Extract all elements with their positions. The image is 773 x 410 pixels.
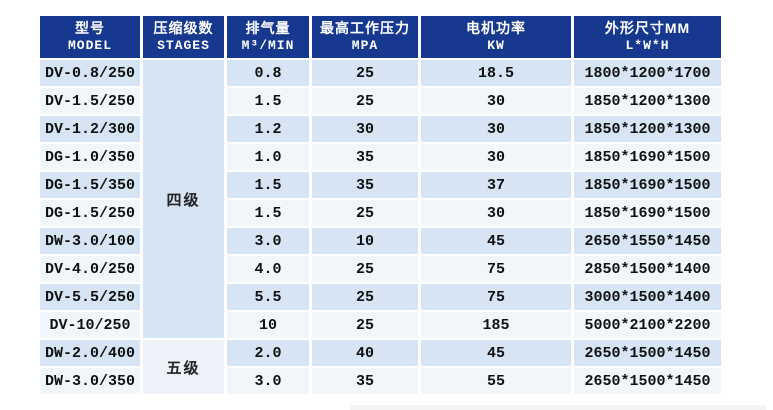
model-cell: DW-3.0/350 <box>40 368 140 394</box>
dimensions-cell: 2650*1500*1450 <box>574 340 721 366</box>
col-header-dimensions-en: L*W*H <box>625 37 670 53</box>
col-header-displacement-en: M³/MIN <box>241 37 295 53</box>
model-cell: DV-1.2/300 <box>40 116 140 142</box>
pressure-cell: 35 <box>312 144 418 170</box>
displacement-cell: 1.5 <box>227 200 309 226</box>
col-header-pressure: 最高工作压力 MPA <box>312 16 418 58</box>
model-cell: DV-1.5/250 <box>40 88 140 114</box>
table-row: DW-3.0/350 3.0 35 55 2650*1500*1450 <box>40 368 721 394</box>
dimensions-cell: 1850*1690*1500 <box>574 200 721 226</box>
col-header-stages: 压缩级数 STAGES <box>143 16 224 58</box>
dimensions-cell: 1850*1200*1300 <box>574 88 721 114</box>
pressure-cell: 30 <box>312 116 418 142</box>
model-cell: DV-0.8/250 <box>40 60 140 86</box>
table-row: DV-1.2/300 1.2 30 30 1850*1200*1300 <box>40 116 721 142</box>
dimensions-cell: 1850*1690*1500 <box>574 172 721 198</box>
spec-table-container: 型号 MODEL 压缩级数 STAGES 排气量 M³/MIN 最高工作压力 M… <box>37 14 724 396</box>
table-row: DV-10/250 10 25 185 5000*2100*2200 <box>40 312 721 338</box>
displacement-cell: 2.0 <box>227 340 309 366</box>
model-cell: DV-10/250 <box>40 312 140 338</box>
displacement-cell: 10 <box>227 312 309 338</box>
col-header-pressure-en: MPA <box>351 37 379 53</box>
col-header-power-zh: 电机功率 <box>466 20 526 37</box>
displacement-cell: 1.2 <box>227 116 309 142</box>
header-row: 型号 MODEL 压缩级数 STAGES 排气量 M³/MIN 最高工作压力 M… <box>40 16 721 58</box>
pressure-cell: 25 <box>312 284 418 310</box>
model-cell: DG-1.5/350 <box>40 172 140 198</box>
pressure-cell: 35 <box>312 172 418 198</box>
model-cell: DG-1.0/350 <box>40 144 140 170</box>
dimensions-cell: 1850*1200*1300 <box>574 116 721 142</box>
col-header-dimensions-zh: 外形尺寸MM <box>604 20 691 37</box>
col-header-power-en: KW <box>487 37 505 53</box>
displacement-cell: 4.0 <box>227 256 309 282</box>
col-header-power: 电机功率 KW <box>421 16 571 58</box>
col-header-stages-en: STAGES <box>157 37 210 53</box>
pressure-cell: 25 <box>312 312 418 338</box>
pressure-cell: 35 <box>312 368 418 394</box>
table-row: DW-3.0/100 3.0 10 45 2650*1550*1450 <box>40 228 721 254</box>
dimensions-cell: 5000*2100*2200 <box>574 312 721 338</box>
pressure-cell: 10 <box>312 228 418 254</box>
power-cell: 55 <box>421 368 571 394</box>
pressure-cell: 40 <box>312 340 418 366</box>
pressure-cell: 25 <box>312 60 418 86</box>
cutoff-content-strip <box>350 405 766 410</box>
power-cell: 30 <box>421 116 571 142</box>
displacement-cell: 1.5 <box>227 88 309 114</box>
model-cell: DW-2.0/400 <box>40 340 140 366</box>
dimensions-cell: 3000*1500*1400 <box>574 284 721 310</box>
table-row: DV-5.5/250 5.5 25 75 3000*1500*1400 <box>40 284 721 310</box>
model-cell: DG-1.5/250 <box>40 200 140 226</box>
power-cell: 75 <box>421 256 571 282</box>
col-header-model-en: MODEL <box>67 37 112 53</box>
power-cell: 18.5 <box>421 60 571 86</box>
power-cell: 30 <box>421 88 571 114</box>
model-cell: DW-3.0/100 <box>40 228 140 254</box>
col-header-model-zh: 型号 <box>75 20 105 37</box>
col-header-displacement-zh: 排气量 <box>245 20 291 37</box>
displacement-cell: 1.0 <box>227 144 309 170</box>
pressure-cell: 25 <box>312 88 418 114</box>
power-cell: 45 <box>421 340 571 366</box>
stage-group-cell: 四级 <box>143 60 224 338</box>
table-row: DG-1.5/350 1.5 35 37 1850*1690*1500 <box>40 172 721 198</box>
table-row: DV-0.8/250 四级 0.8 25 18.5 1800*1200*1700 <box>40 60 721 338</box>
pressure-cell: 25 <box>312 200 418 226</box>
col-header-pressure-zh: 最高工作压力 <box>320 20 410 37</box>
spec-table: 型号 MODEL 压缩级数 STAGES 排气量 M³/MIN 最高工作压力 M… <box>37 14 724 396</box>
power-cell: 30 <box>421 144 571 170</box>
table-row: DV-1.5/250 1.5 25 30 1850*1200*1300 <box>40 88 721 114</box>
power-cell: 185 <box>421 312 571 338</box>
power-cell: 75 <box>421 284 571 310</box>
table-row: DV-4.0/250 4.0 25 75 2850*1500*1400 <box>40 256 721 282</box>
dimensions-cell: 2650*1550*1450 <box>574 228 721 254</box>
dimensions-cell: 1850*1690*1500 <box>574 144 721 170</box>
table-row: DW-2.0/400 五级 2.0 40 45 2650*1500*1450 <box>40 340 721 394</box>
dimensions-cell: 2650*1500*1450 <box>574 368 721 394</box>
col-header-dimensions: 外形尺寸MM L*W*H <box>574 16 721 58</box>
table-row: DG-1.0/350 1.0 35 30 1850*1690*1500 <box>40 144 721 170</box>
model-cell: DV-4.0/250 <box>40 256 140 282</box>
dimensions-cell: 1800*1200*1700 <box>574 60 721 86</box>
col-header-model: 型号 MODEL <box>40 16 140 58</box>
displacement-cell: 3.0 <box>227 368 309 394</box>
table-row: DG-1.5/250 1.5 25 30 1850*1690*1500 <box>40 200 721 226</box>
displacement-cell: 0.8 <box>227 60 309 86</box>
stage-group-cell: 五级 <box>143 340 224 394</box>
dimensions-cell: 2850*1500*1400 <box>574 256 721 282</box>
pressure-cell: 25 <box>312 256 418 282</box>
col-header-stages-zh: 压缩级数 <box>153 20 214 37</box>
power-cell: 45 <box>421 228 571 254</box>
displacement-cell: 5.5 <box>227 284 309 310</box>
power-cell: 37 <box>421 172 571 198</box>
col-header-displacement: 排气量 M³/MIN <box>227 16 309 58</box>
displacement-cell: 3.0 <box>227 228 309 254</box>
model-cell: DV-5.5/250 <box>40 284 140 310</box>
power-cell: 30 <box>421 200 571 226</box>
displacement-cell: 1.5 <box>227 172 309 198</box>
